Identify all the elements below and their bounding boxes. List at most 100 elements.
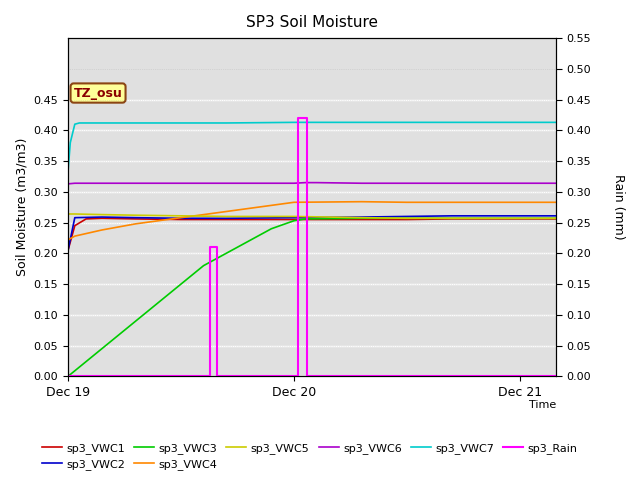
sp3_VWC6 bbox=[403, 180, 411, 186]
sp3_Rain bbox=[207, 373, 214, 379]
sp3_VWC4 bbox=[358, 199, 365, 204]
sp3_VWC1 bbox=[222, 216, 230, 222]
sp3_VWC3 bbox=[403, 216, 411, 221]
sp3_VWC1 bbox=[64, 247, 72, 253]
sp3_VWC1 bbox=[290, 216, 298, 222]
sp3_VWC4 bbox=[222, 209, 230, 215]
sp3_VWC2 bbox=[98, 214, 106, 220]
sp3_VWC2 bbox=[552, 213, 560, 219]
sp3_VWC3 bbox=[552, 216, 560, 221]
sp3_Rain bbox=[294, 115, 302, 121]
sp3_VWC1 bbox=[132, 216, 140, 222]
Title: SP3 Soil Moisture: SP3 Soil Moisture bbox=[246, 15, 378, 30]
sp3_VWC6 bbox=[71, 180, 79, 186]
sp3_VWC4 bbox=[177, 215, 185, 220]
sp3_VWC4 bbox=[290, 199, 298, 205]
sp3_VWC3 bbox=[358, 216, 365, 221]
sp3_VWC3 bbox=[132, 318, 140, 324]
sp3_VWC4 bbox=[268, 203, 275, 208]
sp3_VWC2 bbox=[64, 247, 72, 253]
sp3_VWC4 bbox=[71, 233, 79, 239]
Line: sp3_VWC5: sp3_VWC5 bbox=[68, 214, 556, 218]
sp3_VWC6 bbox=[448, 180, 456, 186]
Legend: sp3_VWC1, sp3_VWC2, sp3_VWC3, sp3_VWC4, sp3_VWC5, sp3_VWC6, sp3_VWC7, sp3_Rain: sp3_VWC1, sp3_VWC2, sp3_VWC3, sp3_VWC4, … bbox=[38, 438, 582, 474]
Y-axis label: Rain (mm): Rain (mm) bbox=[612, 174, 625, 240]
sp3_VWC7 bbox=[64, 168, 72, 174]
sp3_VWC3 bbox=[268, 226, 275, 232]
Text: Time: Time bbox=[529, 400, 556, 410]
Line: sp3_VWC7: sp3_VWC7 bbox=[68, 122, 556, 171]
sp3_VWC5 bbox=[71, 211, 79, 217]
sp3_VWC7 bbox=[403, 120, 411, 125]
Text: TZ_osu: TZ_osu bbox=[74, 86, 122, 99]
sp3_VWC7 bbox=[76, 120, 83, 126]
sp3_VWC6 bbox=[222, 180, 230, 186]
sp3_Rain bbox=[213, 244, 221, 250]
sp3_Rain bbox=[64, 373, 72, 379]
sp3_VWC4 bbox=[552, 199, 560, 205]
sp3_VWC3 bbox=[516, 216, 524, 221]
sp3_VWC3 bbox=[448, 216, 456, 221]
sp3_VWC7 bbox=[516, 120, 524, 125]
sp3_VWC1 bbox=[552, 216, 560, 222]
sp3_VWC1 bbox=[177, 216, 185, 222]
sp3_VWC5 bbox=[222, 214, 230, 219]
sp3_VWC7 bbox=[71, 121, 79, 127]
sp3_VWC6 bbox=[358, 180, 365, 186]
Line: sp3_VWC1: sp3_VWC1 bbox=[68, 218, 556, 250]
sp3_Rain bbox=[207, 244, 214, 250]
sp3_VWC2 bbox=[290, 215, 298, 220]
sp3_VWC7 bbox=[109, 120, 117, 126]
sp3_VWC6 bbox=[552, 180, 560, 186]
sp3_VWC7 bbox=[448, 120, 456, 125]
sp3_VWC2 bbox=[132, 215, 140, 220]
sp3_VWC5 bbox=[177, 213, 185, 219]
sp3_VWC5 bbox=[552, 216, 560, 221]
sp3_VWC2 bbox=[177, 216, 185, 221]
sp3_VWC7 bbox=[290, 120, 298, 125]
sp3_Rain bbox=[303, 373, 311, 379]
Y-axis label: Soil Moisture (m3/m3): Soil Moisture (m3/m3) bbox=[15, 138, 28, 276]
sp3_VWC1 bbox=[358, 216, 365, 222]
sp3_VWC4 bbox=[448, 199, 456, 205]
sp3_VWC5 bbox=[64, 211, 72, 217]
sp3_VWC2 bbox=[516, 213, 524, 219]
sp3_VWC5 bbox=[516, 216, 524, 221]
sp3_VWC6 bbox=[516, 180, 524, 186]
sp3_VWC6 bbox=[290, 180, 298, 186]
sp3_VWC7 bbox=[222, 120, 230, 126]
sp3_VWC5 bbox=[98, 212, 106, 217]
sp3_VWC6 bbox=[301, 180, 309, 185]
sp3_VWC5 bbox=[132, 212, 140, 218]
sp3_VWC3 bbox=[200, 263, 207, 268]
sp3_Rain bbox=[303, 115, 311, 121]
sp3_VWC5 bbox=[358, 215, 365, 220]
sp3_VWC1 bbox=[516, 216, 524, 222]
sp3_VWC1 bbox=[403, 216, 411, 222]
sp3_VWC3 bbox=[290, 218, 298, 224]
Line: sp3_Rain: sp3_Rain bbox=[68, 118, 556, 376]
sp3_Rain bbox=[294, 373, 302, 379]
sp3_Rain bbox=[213, 373, 221, 379]
sp3_VWC1 bbox=[98, 216, 106, 221]
sp3_VWC3 bbox=[301, 216, 309, 222]
sp3_VWC7 bbox=[358, 120, 365, 125]
sp3_VWC6 bbox=[64, 181, 72, 187]
sp3_VWC7 bbox=[177, 120, 185, 126]
sp3_VWC7 bbox=[552, 120, 560, 125]
sp3_VWC5 bbox=[448, 216, 456, 221]
sp3_VWC2 bbox=[222, 216, 230, 221]
sp3_VWC6 bbox=[313, 180, 321, 185]
sp3_VWC5 bbox=[290, 214, 298, 219]
sp3_VWC1 bbox=[83, 216, 90, 222]
sp3_VWC6 bbox=[109, 180, 117, 186]
sp3_VWC7 bbox=[67, 140, 74, 145]
sp3_Rain bbox=[552, 373, 560, 379]
sp3_VWC2 bbox=[448, 213, 456, 219]
sp3_VWC2 bbox=[71, 215, 79, 220]
sp3_VWC6 bbox=[177, 180, 185, 186]
sp3_VWC1 bbox=[71, 223, 79, 228]
sp3_VWC5 bbox=[403, 216, 411, 221]
sp3_VWC4 bbox=[132, 221, 140, 227]
sp3_VWC4 bbox=[403, 199, 411, 205]
